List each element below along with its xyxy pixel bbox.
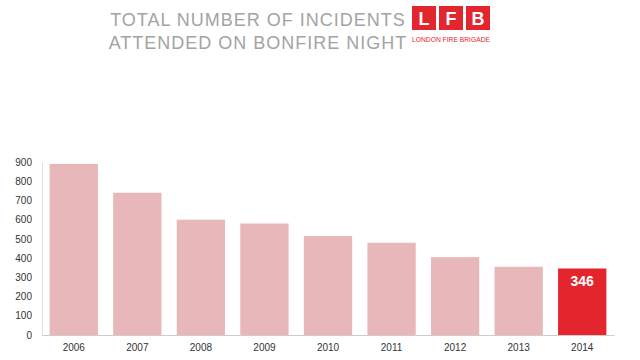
logo-letter: B — [472, 9, 485, 29]
data-label: 346 — [571, 273, 595, 289]
data-labels: 346 — [571, 273, 595, 289]
logo-letter: L — [419, 9, 430, 29]
logo-box — [412, 6, 436, 30]
y-tick-label: 900 — [15, 157, 32, 168]
x-tick: 2007 — [126, 335, 149, 353]
x-axis-line — [43, 335, 615, 336]
x-tick-label: 2008 — [190, 342, 213, 353]
bar — [113, 193, 161, 335]
x-tick: 2010 — [317, 335, 340, 353]
title: ATTENDED ON BONFIRE NIGHT — [109, 33, 408, 53]
y-tick-label: 700 — [15, 195, 32, 206]
logo-letter: F — [446, 9, 457, 29]
bar — [495, 267, 543, 335]
y-tick: 0 — [26, 330, 42, 341]
bar — [431, 257, 479, 335]
y-axis-line — [42, 163, 43, 336]
bar — [177, 220, 225, 335]
bar — [240, 224, 288, 335]
plot: 0 100 200 300 400 500 600 700 800 900 2006 2007 2008… — [15, 157, 614, 353]
x-tick-label: 2011 — [381, 342, 403, 353]
title-group: TOTAL NUMBER OF INCIDENTS ATTENDED ON BON… — [109, 10, 408, 53]
y-axis: 0 100 200 300 400 500 600 700 800 900 — [15, 157, 42, 341]
x-tick: 2011 — [381, 335, 403, 353]
x-tick: 2009 — [253, 335, 276, 353]
bar — [367, 243, 415, 335]
y-tick-label: 0 — [26, 330, 32, 341]
x-tick-label: 2006 — [63, 342, 86, 353]
x-tick-label: 2007 — [126, 342, 149, 353]
bars — [50, 164, 607, 335]
bar — [304, 236, 352, 335]
logo-text: LONDON FIRE BRIGADE — [412, 35, 490, 44]
x-tick-label: 2010 — [317, 342, 340, 353]
y-tick-label: 300 — [15, 272, 32, 283]
x-tick: 2013 — [508, 335, 531, 353]
bar — [558, 268, 606, 335]
y-tick: 600 — [15, 214, 42, 225]
y-tick-label: 500 — [15, 234, 32, 245]
x-tick-label: 2013 — [508, 342, 531, 353]
x-tick: 2012 — [444, 335, 467, 353]
y-tick-label: 200 — [15, 291, 32, 302]
y-tick-label: 800 — [15, 176, 32, 187]
chart: TOTAL NUMBER OF INCIDENTS ATTENDED ON BON… — [0, 0, 640, 360]
logo-box — [466, 6, 490, 30]
y-tick: 900 — [15, 157, 42, 168]
y-tick: 500 — [15, 234, 42, 245]
x-tick: 2006 — [63, 335, 86, 353]
x-tick: 2014 — [571, 335, 594, 353]
x-axis: 2006 2007 2008 2009 2010 2011 2012 2013 2014 — [43, 335, 615, 353]
y-tick-label: 600 — [15, 214, 32, 225]
logo: LFB LONDON FIRE BRIGADE — [412, 6, 490, 44]
x-tick-label: 2012 — [444, 342, 467, 353]
x-tick-label: 2009 — [253, 342, 276, 353]
y-tick: 300 — [15, 272, 42, 283]
title: TOTAL NUMBER OF INCIDENTS — [110, 10, 406, 30]
y-tick-label: 400 — [15, 253, 32, 264]
y-tick: 100 — [15, 310, 42, 321]
y-tick: 800 — [15, 176, 42, 187]
y-tick: 400 — [15, 253, 42, 264]
bar — [50, 164, 98, 335]
x-tick-label: 2014 — [571, 342, 594, 353]
y-tick: 200 — [15, 291, 42, 302]
y-tick-label: 100 — [15, 310, 32, 321]
logo-box — [439, 6, 463, 30]
x-tick: 2008 — [190, 335, 213, 353]
y-tick: 700 — [15, 195, 42, 206]
